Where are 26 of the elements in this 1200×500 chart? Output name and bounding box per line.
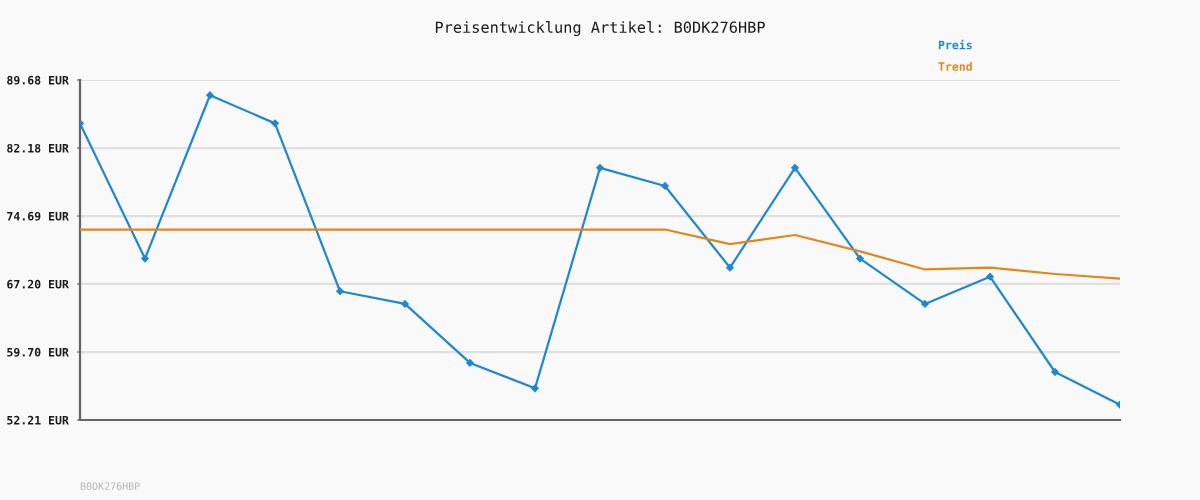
text: Trend (938, 61, 972, 71)
y-tick-label: 82.18 EUR (7, 143, 69, 153)
y-tick-label: 59.70 EUR (7, 347, 69, 357)
text: B0DK276HBP (80, 482, 140, 490)
point (336, 287, 344, 296)
text: Preis (938, 39, 972, 50)
y-tick-label: 74.69 EUR (7, 211, 69, 221)
y-tick-label: 52.21 EUR (7, 415, 69, 425)
point (726, 263, 734, 272)
point (856, 254, 864, 263)
point (1051, 368, 1059, 376)
point (986, 272, 994, 281)
point (401, 300, 409, 308)
point (271, 119, 279, 128)
chart-title: Preisentwicklung Artikel: B0DK276HBP (435, 21, 765, 37)
point (791, 163, 799, 172)
point (141, 254, 149, 263)
point (206, 91, 214, 100)
point (531, 384, 539, 393)
line-series (80, 228, 1120, 280)
point (661, 182, 669, 190)
y-tick-label: 89.68 EUR (7, 75, 69, 85)
point (466, 359, 474, 367)
y-tick-label: 67.20 EUR (7, 279, 69, 289)
point (596, 163, 604, 172)
point (921, 300, 929, 308)
